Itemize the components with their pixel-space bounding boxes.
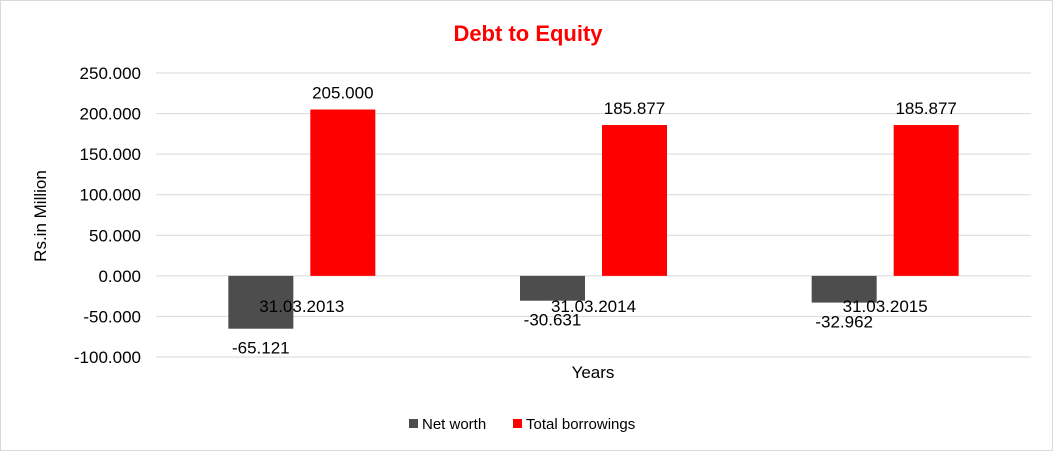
data-label: 185.877 (604, 99, 665, 118)
y-tick-label: 250.000 (80, 64, 141, 83)
y-axis-ticks: 250.000 200.000 150.000 100.000 50.000 0.000 -… (74, 64, 141, 367)
legend-label: Total borrowings (526, 416, 635, 433)
data-label: 205.000 (312, 84, 373, 103)
y-tick-label: 200.000 (80, 105, 141, 124)
data-labels: -65.121 205.000 -30.631 185.877 -32.962 185.8… (232, 84, 957, 358)
bar-net-worth (520, 275, 585, 301)
x-axis-labels: 31.03.2013 31.03.2014 31.03.2015 (259, 297, 927, 316)
x-tick-label: 31.03.2015 (843, 297, 928, 316)
data-label: 185.877 (895, 99, 956, 118)
chart-title: Debt to Equity (453, 21, 603, 46)
x-axis-title: Years (572, 363, 615, 382)
bar-net-worth (228, 275, 294, 329)
x-tick-label: 31.03.2013 (259, 297, 344, 316)
legend: Net worth Total borrowings (409, 416, 635, 433)
gridlines (156, 72, 1031, 358)
y-tick-label: 150.000 (80, 145, 141, 164)
bars (228, 109, 959, 329)
y-tick-label: 0.000 (98, 267, 141, 286)
data-label: -32.962 (815, 313, 873, 332)
bar-total-borrowings (310, 109, 376, 276)
legend-swatch (513, 419, 522, 428)
data-label: -30.631 (524, 311, 582, 330)
legend-label: Net worth (422, 416, 486, 433)
bar-total-borrowings (602, 125, 667, 276)
y-tick-label: 100.000 (80, 186, 141, 205)
y-tick-label: -50.000 (83, 307, 141, 326)
data-label: -65.121 (232, 339, 290, 358)
x-tick-label: 31.03.2014 (551, 297, 636, 316)
legend-swatch (409, 419, 418, 428)
bar-total-borrowings (893, 125, 959, 276)
y-axis-title: Rs.in Million (31, 170, 50, 262)
bar-net-worth (811, 275, 877, 303)
y-tick-label: 50.000 (89, 226, 141, 245)
y-tick-label: -100.000 (74, 348, 141, 367)
